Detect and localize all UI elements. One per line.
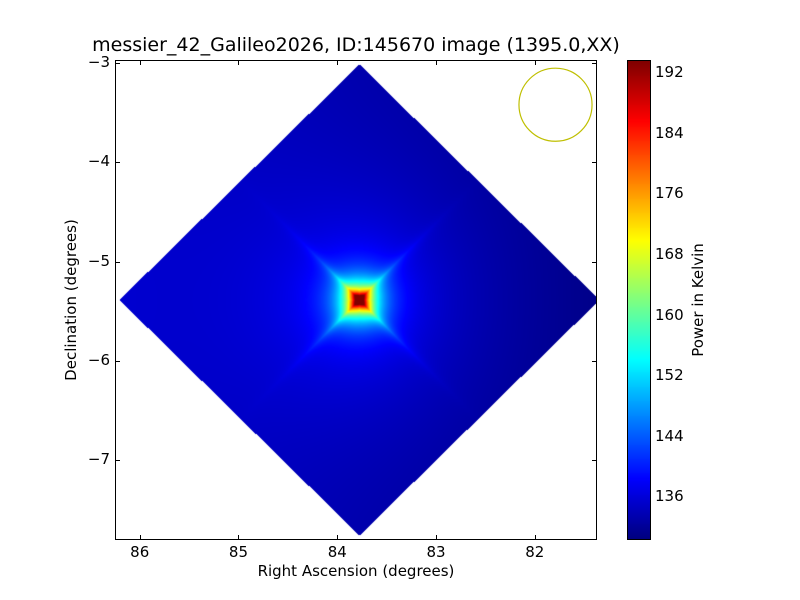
x-tick-label: 84 [327,543,347,561]
x-tick-label: 83 [426,543,446,561]
y-tick-mark [115,62,120,64]
y-tick-label: −5 [87,251,110,270]
y-tick-mark [592,460,597,462]
y-tick-label: −6 [87,351,110,370]
x-tick-mark [436,60,437,65]
x-tick-mark [337,535,339,540]
colorbar-label: Power in Kelvin [689,243,707,357]
y-tick-mark [592,62,597,64]
y-tick-mark [115,261,120,263]
colorbar-tick-label: 160 [655,305,684,324]
y-tick-mark [115,162,120,164]
x-tick-mark [436,535,437,540]
colorbar-tick-label: 176 [655,184,684,203]
x-tick-mark [534,60,536,65]
y-tick-mark [592,361,597,363]
y-axis-label: Declination (degrees) [62,219,80,381]
colorbar-tick-label: 192 [655,63,684,82]
chart-title: messier_42_Galileo2026, ID:145670 image … [92,34,620,56]
x-tick-label: 82 [525,543,545,561]
colorbar-tick-label: 144 [655,426,684,445]
plot-area [115,60,597,540]
colorbar-tick-label: 184 [655,123,684,142]
x-tick-mark [337,60,339,65]
x-tick-mark [139,60,141,65]
colorbar-tick-label: 136 [655,487,684,506]
colorbar-gradient [628,61,650,539]
x-tick-mark [238,60,240,65]
colorbar-tick-label: 168 [655,244,684,263]
x-tick-label: 85 [228,543,249,561]
x-tick-mark [238,535,240,540]
y-tick-mark [592,162,597,164]
y-tick-mark [115,460,120,462]
x-tick-mark [534,535,536,540]
y-tick-label: −4 [87,152,110,171]
x-axis-label: Right Ascension (degrees) [257,562,455,580]
y-tick-mark [592,261,597,263]
x-tick-mark [139,535,141,540]
overlay [518,67,593,142]
beam-circle [518,67,593,142]
x-tick-label: 86 [130,543,150,561]
y-tick-label: −3 [87,52,110,71]
colorbar [627,60,651,540]
colorbar-tick-label: 152 [655,366,684,385]
y-tick-label: −7 [87,450,110,469]
y-tick-mark [115,361,120,363]
heatmap-image [116,61,596,539]
